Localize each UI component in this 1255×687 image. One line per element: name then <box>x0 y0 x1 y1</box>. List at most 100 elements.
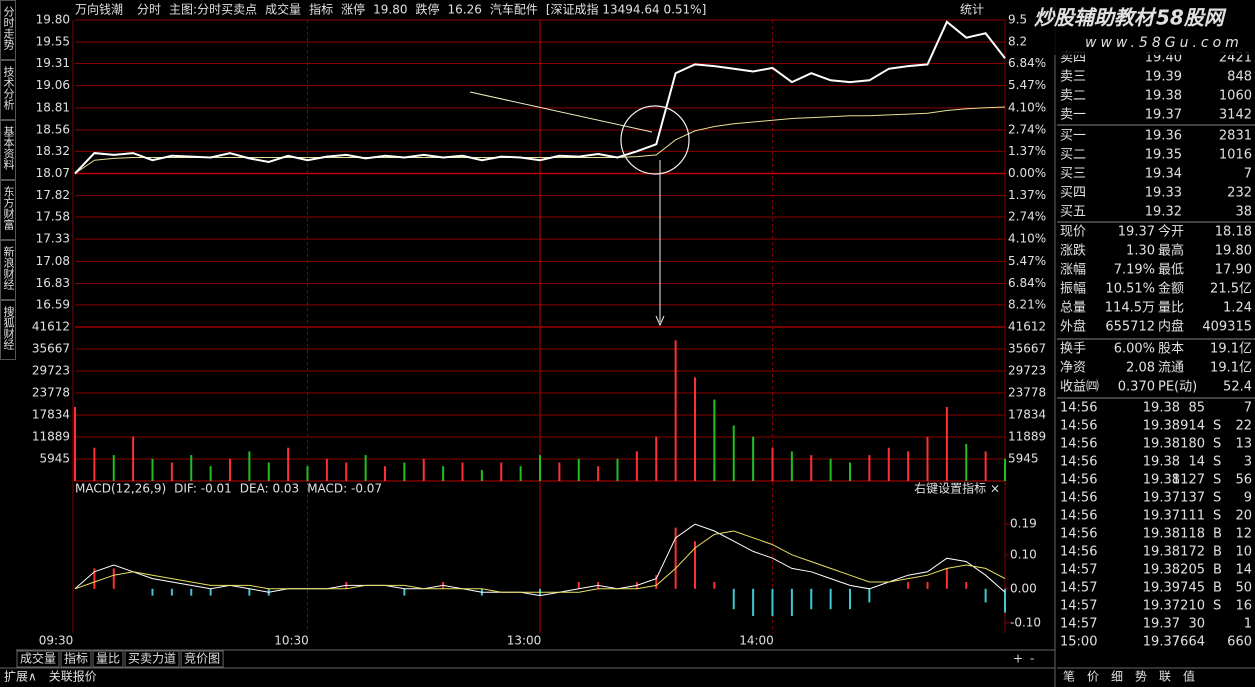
watermark-bg <box>1030 0 1255 55</box>
quote-label: 量比 <box>1158 301 1184 316</box>
bottom-tab-frame[interactable] <box>60 650 92 668</box>
sidebar-tab[interactable] <box>0 180 16 240</box>
trade-count: 20 <box>1235 509 1252 524</box>
bottom-tab[interactable]: 成交量 <box>20 651 56 666</box>
side-tab[interactable]: 联 <box>1159 670 1171 684</box>
side-tab[interactable]: 值 <box>1183 669 1195 684</box>
bottom-tab[interactable]: 量比 <box>96 652 120 666</box>
footer-tab[interactable]: 关联报价 <box>49 669 97 684</box>
sidebar-tab-label[interactable]: 东方财富 <box>2 186 15 231</box>
trade-side: B <box>1213 527 1222 542</box>
book-volume: 7 <box>1244 167 1252 182</box>
volume-bar <box>170 462 173 481</box>
trade-count: 14 <box>1235 563 1252 578</box>
y-tick-label: 19.06 <box>36 78 70 92</box>
trade-time: 14:56 <box>1060 473 1097 488</box>
quote-label: 涨跌 <box>1060 243 1086 259</box>
y-tick-label: 17834 <box>1008 407 1046 421</box>
book-label: 卖二 <box>1060 89 1086 104</box>
quote-value: 409315 <box>1202 320 1252 335</box>
y-tick-label: 19.55 <box>36 35 70 49</box>
bottom-tab[interactable]: 指标 <box>64 651 88 666</box>
zoom-button[interactable]: + <box>1013 652 1023 666</box>
trade-volume: 30 <box>1188 617 1205 632</box>
sidebar-tab-label[interactable]: 新浪财经 <box>2 245 15 290</box>
sidebar-tab-label[interactable]: 分时走势 <box>2 6 15 50</box>
trade-side: S <box>1213 509 1221 524</box>
sidebar-tab[interactable] <box>0 0 16 60</box>
quote-value: 6.00% <box>1114 342 1155 357</box>
sidebar-tab[interactable] <box>0 120 16 180</box>
book-price: 19.36 <box>1145 129 1182 144</box>
bottom-tab[interactable]: 竞价图 <box>184 652 220 666</box>
trade-volume: 7664 <box>1172 635 1205 650</box>
side-tab[interactable]: 价 <box>1087 670 1099 684</box>
pct-tick-label: 1.37% <box>1008 188 1046 202</box>
volume-bar <box>907 451 910 481</box>
trade-time: 14:56 <box>1060 455 1097 470</box>
time-label: 14:00 <box>739 634 774 648</box>
trade-price: 19.39 <box>1143 581 1180 596</box>
bottom-tab-frame[interactable] <box>124 650 180 668</box>
y-tick-label: 18.07 <box>36 166 70 180</box>
sidebar-tab[interactable] <box>0 60 16 120</box>
pct-tick-label: 1.37% <box>1008 144 1046 158</box>
quote-label: 最低 <box>1158 263 1184 278</box>
trade-volume: 85 <box>1188 401 1205 416</box>
indicator-hint[interactable]: 右键设置指标 × <box>914 481 1000 496</box>
y-tick-label: 18.56 <box>36 123 70 137</box>
quote-label: 总量 <box>1060 301 1086 316</box>
volume-bar <box>442 466 445 481</box>
annotation <box>469 91 690 327</box>
trade-price: 19.37 <box>1143 599 1180 614</box>
quote-value: 1.30 <box>1126 244 1155 259</box>
trade-count: 10 <box>1235 545 1252 560</box>
quote-value: 1.24 <box>1223 301 1252 316</box>
bottom-tab-frame[interactable] <box>180 650 224 668</box>
book-price: 19.35 <box>1145 148 1182 163</box>
volume-bar <box>597 466 600 481</box>
side-tab[interactable]: 细 <box>1111 670 1123 684</box>
quote-value: 19.37 <box>1118 225 1155 240</box>
sidebar-tab-label[interactable]: 技术分析 <box>2 66 15 111</box>
pct-tick-label: 0.00% <box>1008 166 1046 180</box>
volume-bar <box>209 466 212 481</box>
sidebar-tab[interactable] <box>0 300 16 360</box>
quote-label: PE(动) <box>1158 380 1197 395</box>
bottom-tab[interactable]: 买卖力道 <box>128 652 176 666</box>
stats-button[interactable]: 统计 <box>960 3 984 17</box>
trade-time: 14:56 <box>1060 527 1097 542</box>
trade-count: 22 <box>1235 419 1252 434</box>
y-tick-label: 5945 <box>1008 451 1039 465</box>
quote-value: 19.1亿 <box>1210 342 1252 357</box>
quote-label: 振幅 <box>1060 282 1086 297</box>
sidebar-tab[interactable] <box>0 240 16 300</box>
y-tick-label: 5945 <box>39 451 70 465</box>
y-tick-label: 16.59 <box>36 297 70 311</box>
bottom-tab-frame[interactable] <box>92 650 124 668</box>
header-item: 万向钱潮 <box>75 2 123 17</box>
zoom-button[interactable]: - <box>1030 652 1034 666</box>
trade-volume: 205 <box>1180 563 1205 578</box>
y-tick-label: 17.08 <box>36 254 70 268</box>
book-label: 买二 <box>1060 148 1086 163</box>
volume-bar <box>151 458 154 481</box>
trade-side: B <box>1213 581 1222 596</box>
side-tab[interactable]: 笔 <box>1063 669 1075 684</box>
trade-volume: 118 <box>1180 527 1205 542</box>
footer-tab[interactable]: 扩展∧ <box>4 670 37 684</box>
volume-bar <box>945 406 948 481</box>
volume-bar <box>849 462 851 481</box>
book-volume: 848 <box>1227 70 1252 85</box>
side-tab[interactable]: 势 <box>1135 670 1147 684</box>
watermark-url: www.58Gu.com <box>1085 35 1243 51</box>
sidebar-tab-label[interactable]: 搜狐财经 <box>2 305 15 350</box>
annotation-circle <box>620 105 690 175</box>
volume-bar <box>635 451 638 481</box>
book-label: 买一 <box>1060 129 1086 144</box>
bottom-tab-frame[interactable] <box>16 650 60 668</box>
quote-value: 114.5万 <box>1105 301 1155 316</box>
trade-side: S <box>1213 419 1221 434</box>
y-tick-label: 0.10 <box>1010 547 1037 561</box>
sidebar-tab-label[interactable]: 基本资料 <box>2 126 15 171</box>
